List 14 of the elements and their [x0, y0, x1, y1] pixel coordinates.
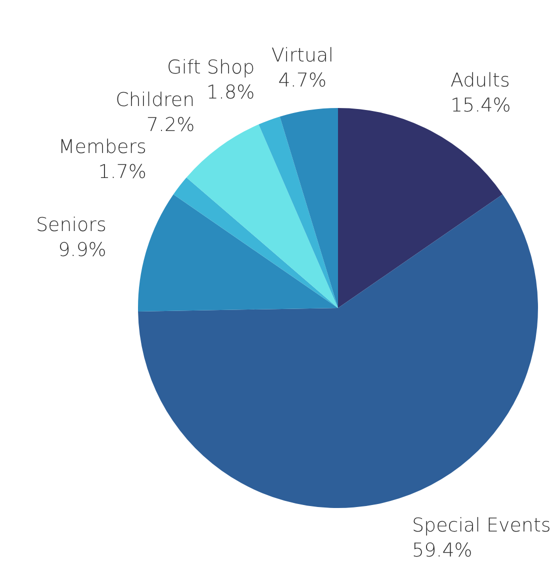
slice-label: Adults [450, 70, 510, 92]
slice-label: Virtual [271, 44, 334, 67]
slice-label: Members [58, 136, 146, 158]
slice-label: Seniors [36, 214, 106, 236]
slice-label: Children [116, 88, 195, 111]
data-label: 15.4% [450, 94, 511, 117]
data-label: 59.4% [412, 539, 472, 562]
data-label: 7.2% [146, 114, 195, 136]
slice-label: Special Events [412, 514, 551, 536]
slice-label: Gift Shop [167, 56, 255, 79]
data-label: 1.8% [206, 82, 255, 104]
data-label: 1.7% [98, 161, 146, 184]
data-label: 4.7% [278, 70, 327, 92]
data-label: 9.9% [58, 238, 106, 261]
